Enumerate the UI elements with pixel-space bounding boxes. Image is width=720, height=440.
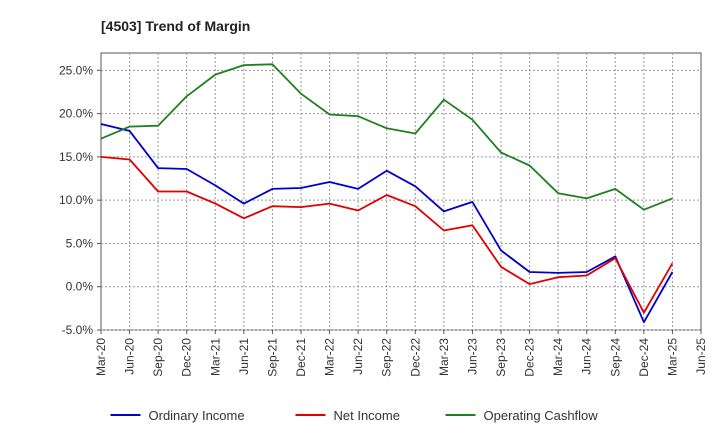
x-tick-label: Sep-22 — [380, 338, 394, 377]
series-line-net-income — [100, 156, 674, 314]
x-tick-label: Jun-21 — [237, 338, 251, 375]
x-tick-label: Jun-23 — [465, 338, 479, 375]
legend-label-operating-cashflow: Operating Cashflow — [484, 408, 599, 423]
series-line-ordinary-income — [100, 123, 674, 324]
legend-label-ordinary-income: Ordinary Income — [149, 408, 245, 423]
y-axis-ticks: -5.0% 0.0% 5.0% 10.0% 15.0% 20.0% 25.0% — [59, 63, 101, 337]
x-tick-label: Sep-20 — [151, 338, 165, 377]
x-tick-label: Jun-25 — [694, 338, 708, 375]
y-tick-label: 0.0% — [66, 280, 94, 294]
x-tick-label: Jun-24 — [580, 338, 594, 375]
x-tick-label: Jun-20 — [123, 338, 137, 375]
x-tick-label: Mar-20 — [94, 338, 108, 376]
x-tick-label: Jun-22 — [351, 338, 365, 375]
x-tick-label: Sep-21 — [265, 338, 279, 377]
x-tick-label: Mar-25 — [665, 338, 679, 376]
y-tick-label: -5.0% — [62, 323, 94, 337]
x-tick-label: Dec-21 — [294, 338, 308, 377]
y-tick-label: 20.0% — [59, 107, 93, 121]
y-tick-label: 10.0% — [59, 193, 93, 207]
plot-area — [100, 52, 702, 331]
legend: Ordinary Income Net Income Operating Cashf… — [110, 408, 599, 423]
y-tick-label: 5.0% — [66, 236, 94, 250]
x-tick-label: Dec-20 — [180, 338, 194, 377]
x-tick-label: Dec-23 — [523, 338, 537, 377]
series-lines — [100, 63, 674, 324]
x-tick-label: Mar-24 — [551, 338, 565, 376]
series-line-operating-cashflow — [100, 63, 673, 211]
x-axis-ticks: Mar-20 Jun-20 Sep-20 Dec-20 Mar-21 Jun-21 Sep-… — [94, 330, 708, 377]
chart-title: [4503] Trend of Margin — [101, 18, 250, 34]
x-tick-label: Sep-23 — [494, 338, 508, 377]
legend-label-net-income: Net Income — [334, 408, 400, 423]
x-tick-label: Mar-22 — [323, 338, 337, 376]
x-tick-label: Sep-24 — [608, 338, 622, 377]
x-tick-label: Dec-24 — [637, 338, 651, 377]
x-tick-label: Mar-21 — [208, 338, 222, 376]
x-tick-label: Mar-23 — [437, 338, 451, 376]
y-tick-label: 15.0% — [59, 150, 93, 164]
gridlines — [101, 53, 701, 331]
y-tick-label: 25.0% — [59, 63, 93, 77]
x-tick-label: Dec-22 — [408, 338, 422, 377]
